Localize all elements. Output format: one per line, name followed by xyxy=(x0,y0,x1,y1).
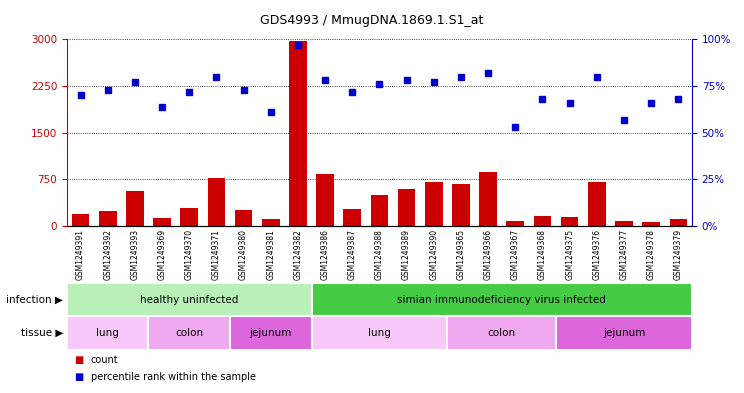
Bar xyxy=(71,213,89,226)
Text: healthy uninfected: healthy uninfected xyxy=(140,295,238,305)
Bar xyxy=(262,219,280,226)
Text: lung: lung xyxy=(368,328,391,338)
Bar xyxy=(312,283,692,316)
Text: lung: lung xyxy=(96,328,119,338)
Bar xyxy=(67,283,312,316)
Bar xyxy=(316,174,334,226)
Text: ■: ■ xyxy=(74,372,83,382)
Text: percentile rank within the sample: percentile rank within the sample xyxy=(91,372,256,382)
Bar xyxy=(153,218,171,226)
Bar xyxy=(99,211,117,226)
Bar xyxy=(289,40,307,226)
Bar xyxy=(230,316,312,350)
Bar xyxy=(452,184,469,226)
Bar xyxy=(479,172,497,226)
Text: ■: ■ xyxy=(74,354,83,365)
Text: GDS4993 / MmugDNA.1869.1.S1_at: GDS4993 / MmugDNA.1869.1.S1_at xyxy=(260,14,484,27)
Bar xyxy=(398,189,415,226)
Bar xyxy=(344,209,361,226)
Text: count: count xyxy=(91,354,118,365)
Bar xyxy=(561,217,579,226)
Text: infection ▶: infection ▶ xyxy=(7,295,63,305)
Bar xyxy=(235,210,252,226)
Text: tissue ▶: tissue ▶ xyxy=(21,328,63,338)
Text: jejunum: jejunum xyxy=(603,328,645,338)
Bar xyxy=(447,316,556,350)
Bar xyxy=(67,316,149,350)
Bar xyxy=(533,216,551,226)
Bar xyxy=(149,316,230,350)
Bar xyxy=(208,178,225,226)
Bar xyxy=(588,182,606,226)
Bar xyxy=(371,195,388,226)
Bar xyxy=(615,221,633,226)
Text: colon: colon xyxy=(487,328,516,338)
Bar xyxy=(425,182,443,226)
Bar xyxy=(180,208,198,226)
Bar xyxy=(670,219,687,226)
Text: simian immunodeficiency virus infected: simian immunodeficiency virus infected xyxy=(397,295,606,305)
Text: jejunum: jejunum xyxy=(249,328,292,338)
Bar xyxy=(126,191,144,226)
Bar xyxy=(312,316,447,350)
Bar xyxy=(642,222,660,226)
Bar xyxy=(556,316,692,350)
Bar xyxy=(507,221,524,226)
Text: colon: colon xyxy=(175,328,203,338)
